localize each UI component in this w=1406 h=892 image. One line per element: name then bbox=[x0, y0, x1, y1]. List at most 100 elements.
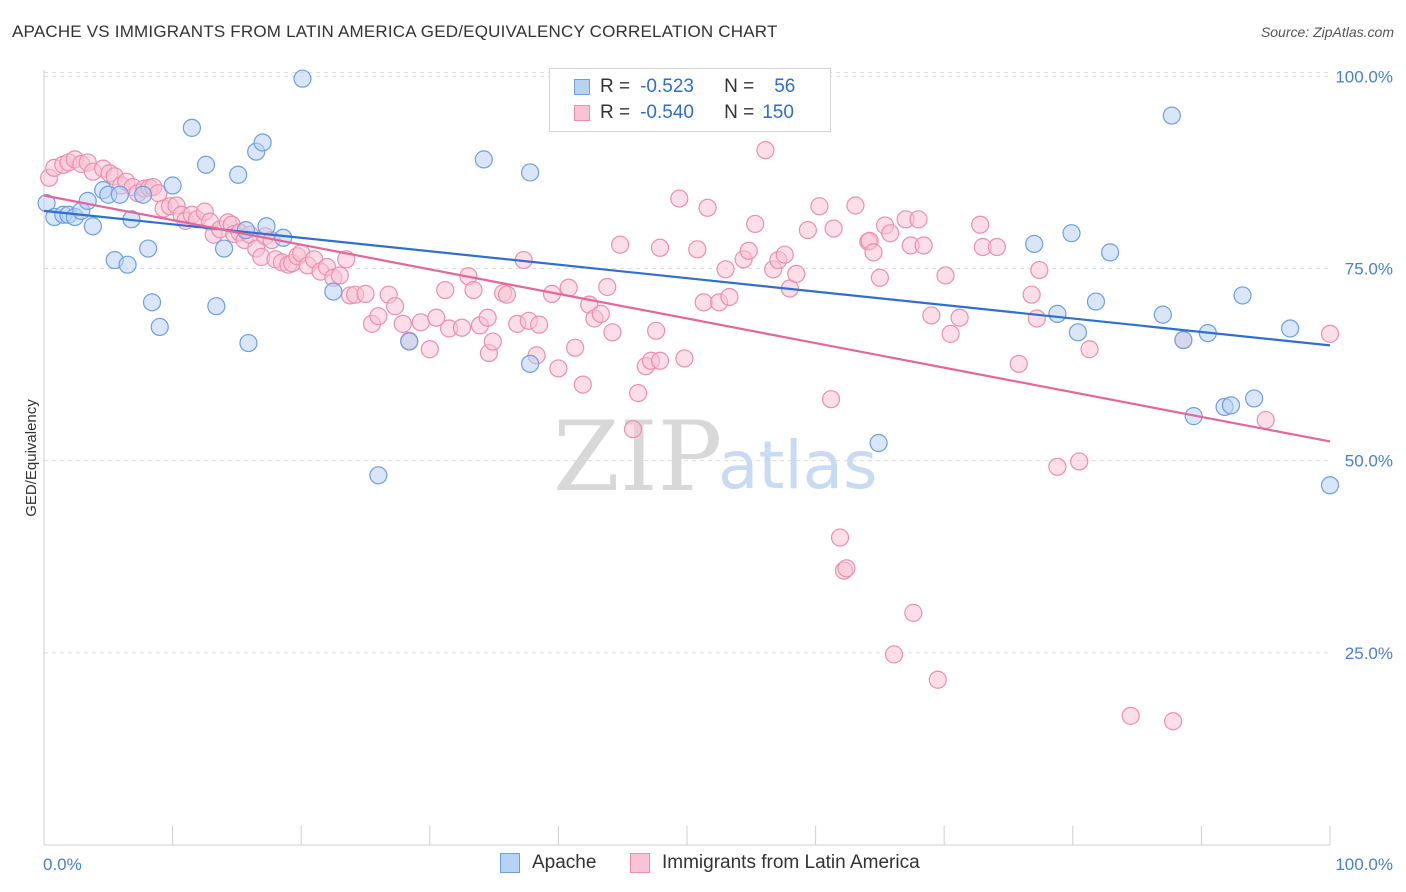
legend-r-value: -0.540 bbox=[640, 102, 694, 123]
latin-america-point bbox=[971, 215, 990, 234]
y-tick-label: 75.0% bbox=[1345, 260, 1393, 279]
apache-point bbox=[1221, 396, 1241, 415]
latin-america-point bbox=[1030, 260, 1049, 280]
apache-swatch bbox=[574, 79, 590, 95]
chart-title: APACHE VS IMMIGRANTS FROM LATIN AMERICA … bbox=[12, 22, 778, 41]
apache-point bbox=[521, 163, 540, 182]
latin-america-point bbox=[478, 308, 497, 327]
latin-america-point bbox=[824, 219, 843, 238]
latin-america-point bbox=[420, 340, 439, 359]
watermark-zip: ZIP bbox=[553, 401, 722, 513]
latin-america-point bbox=[864, 243, 883, 262]
y-tick-label: 100.0% bbox=[1335, 67, 1393, 86]
apache-points bbox=[37, 69, 1340, 495]
latin-america-point bbox=[941, 324, 960, 343]
latin-america-point bbox=[810, 197, 829, 216]
latin-america-point bbox=[922, 306, 941, 325]
latin-america-point bbox=[385, 297, 405, 316]
apache-point bbox=[1025, 234, 1044, 254]
latin-america-point bbox=[1070, 452, 1089, 471]
apache-point bbox=[324, 282, 343, 301]
apache-point bbox=[521, 354, 540, 373]
latin-america-point bbox=[393, 314, 412, 333]
apache-point bbox=[118, 255, 137, 274]
latin-america-point bbox=[987, 237, 1007, 257]
apache-point bbox=[869, 433, 888, 453]
latin-america-point bbox=[798, 220, 817, 240]
apache-point bbox=[369, 466, 388, 485]
apache-point bbox=[133, 185, 153, 204]
latin-america-point bbox=[330, 266, 349, 285]
apache-point bbox=[163, 176, 182, 195]
legend-n-value: 150 bbox=[762, 102, 794, 123]
latin-america-point bbox=[821, 390, 841, 409]
latin-america-point bbox=[950, 308, 969, 327]
apache-point bbox=[474, 150, 493, 169]
apache-point bbox=[239, 333, 258, 353]
latin-america-point bbox=[650, 238, 670, 257]
apache-point bbox=[1068, 323, 1088, 342]
apache-point bbox=[1086, 292, 1106, 311]
latin-america-point bbox=[846, 196, 865, 215]
trend-lines bbox=[43, 194, 1331, 443]
latin-america-point bbox=[837, 559, 856, 578]
apache-point bbox=[1153, 305, 1172, 324]
x-tick-label-max: 100.0% bbox=[1335, 855, 1393, 874]
apache-point bbox=[78, 191, 97, 210]
apache-point bbox=[182, 118, 201, 137]
latin-america-point bbox=[698, 198, 717, 217]
apache-trend-line bbox=[43, 209, 1331, 347]
apache-point bbox=[214, 239, 234, 258]
legend-r-label: R = bbox=[600, 76, 631, 97]
latin-america-point bbox=[436, 280, 455, 300]
legend-n-label: N = bbox=[724, 102, 755, 123]
latin-america-point bbox=[549, 359, 568, 378]
apache-point bbox=[207, 297, 226, 316]
y-tick-label: 50.0% bbox=[1345, 452, 1393, 471]
legend-n-value: 56 bbox=[774, 76, 796, 97]
apache-point bbox=[139, 239, 158, 258]
legend-label-apache: Apache bbox=[532, 852, 597, 873]
latin-america-point bbox=[1027, 309, 1046, 328]
apache-legend-swatch bbox=[500, 853, 520, 873]
latin-america-point bbox=[909, 210, 928, 229]
latin-america-point bbox=[603, 323, 622, 342]
latin-trend-line bbox=[43, 194, 1331, 443]
latin-america-point bbox=[675, 349, 694, 368]
watermark-atlas: atlas bbox=[718, 427, 878, 504]
latin-america-point bbox=[623, 420, 643, 439]
latin-america-point bbox=[1022, 285, 1041, 304]
latin-america-point bbox=[870, 268, 890, 287]
latin-swatch bbox=[574, 105, 590, 121]
latin-america-point bbox=[787, 264, 806, 284]
latin-america-point bbox=[720, 287, 739, 307]
apache-point bbox=[1174, 330, 1193, 350]
apache-point bbox=[400, 332, 419, 351]
correlation-legend: R = -0.523 N = 56 R = -0.540 N = 150 bbox=[549, 68, 831, 132]
latin-america-point bbox=[483, 332, 502, 351]
x-tick-marks bbox=[43, 826, 1331, 845]
apache-point bbox=[1281, 319, 1300, 338]
apache-point bbox=[274, 228, 293, 247]
latin-america-point bbox=[688, 240, 707, 259]
latin-america-point bbox=[629, 383, 648, 403]
latin-america-point bbox=[1080, 340, 1099, 359]
legend-label-latin: Immigrants from Latin America bbox=[662, 852, 920, 873]
latin-america-point bbox=[716, 260, 735, 279]
latin-america-point bbox=[356, 284, 375, 303]
latin-america-point bbox=[1048, 457, 1067, 476]
legend-n-label: N = bbox=[724, 76, 755, 97]
legend-item-apache: Apache bbox=[500, 852, 596, 874]
latin-america-point bbox=[904, 603, 923, 622]
latin-america-point bbox=[830, 528, 850, 547]
latin-america-point bbox=[1320, 324, 1340, 343]
latin-america-point bbox=[1121, 706, 1140, 725]
latin-legend-swatch bbox=[630, 853, 650, 873]
apache-point bbox=[83, 217, 102, 236]
latin-america-point bbox=[573, 375, 592, 394]
apache-point bbox=[110, 185, 129, 204]
x-tick-label-min: 0.0% bbox=[43, 855, 82, 874]
latin-america-point bbox=[1164, 712, 1183, 731]
latin-america-point bbox=[936, 266, 955, 285]
latin-america-point bbox=[452, 318, 472, 337]
